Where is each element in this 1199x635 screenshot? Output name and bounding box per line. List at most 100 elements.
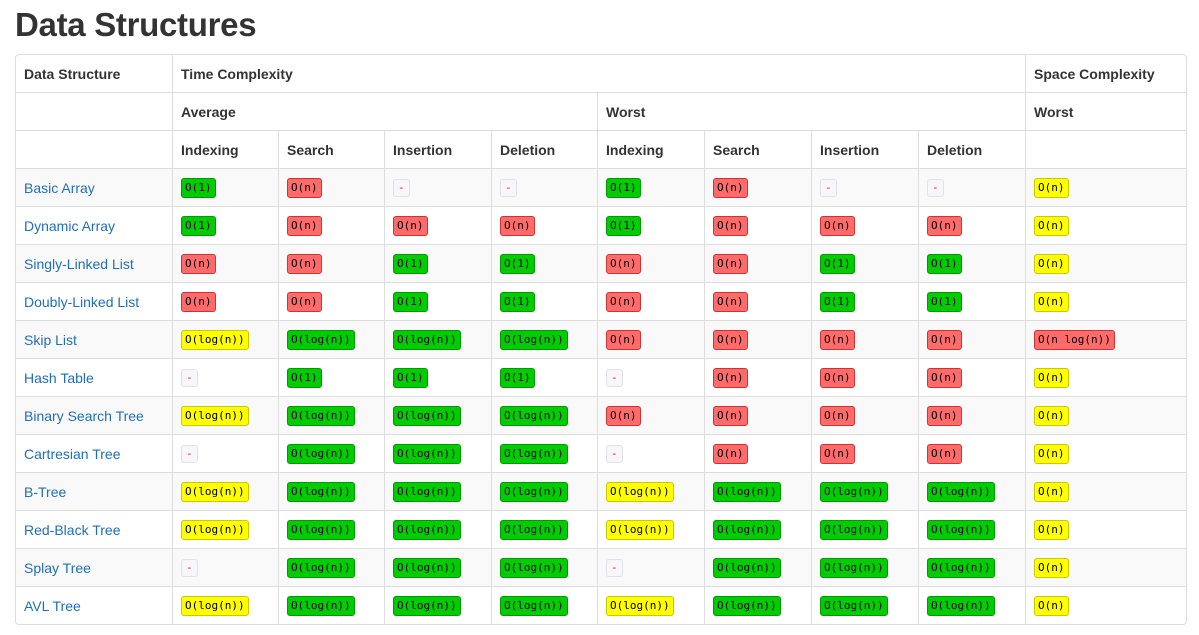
table-row: B-Tree O(log(n)) O(log(n)) O(log(n)) O(log(n… bbox=[16, 472, 1187, 510]
complexity-badge: O(n) bbox=[713, 443, 748, 464]
complexity-badge: O(log(n)) bbox=[393, 481, 461, 502]
cell-space-worst: O(n) bbox=[1025, 168, 1187, 206]
cell-space-worst: O(n) bbox=[1025, 434, 1187, 472]
complexity-badge: O(n) bbox=[1034, 367, 1069, 388]
complexity-badge: O(n) bbox=[606, 329, 641, 350]
structure-link[interactable]: Splay Tree bbox=[24, 559, 91, 576]
cell-space-worst: O(n) bbox=[1025, 206, 1187, 244]
structure-link[interactable]: Cartresian Tree bbox=[24, 445, 121, 462]
structure-name-cell: Skip List bbox=[16, 320, 172, 358]
cell-avg-insertion: O(n) bbox=[384, 206, 491, 244]
complexity-badge: O(n log(n)) bbox=[1034, 329, 1115, 350]
header-worst: Worst bbox=[597, 92, 1026, 130]
cell-avg-deletion: O(log(n)) bbox=[491, 320, 597, 358]
complexity-badge: O(log(n)) bbox=[393, 443, 461, 464]
structure-link[interactable]: Basic Array bbox=[24, 179, 95, 196]
complexity-badge: O(n) bbox=[1034, 595, 1069, 616]
table-row: Skip List O(log(n)) O(log(n)) O(log(n)) O(lo… bbox=[16, 320, 1187, 358]
structure-link[interactable]: Red-Black Tree bbox=[24, 521, 121, 538]
cell-worst-deletion: O(n) bbox=[918, 396, 1026, 434]
structure-link[interactable]: Doubly-Linked List bbox=[24, 293, 140, 310]
cell-worst-search: O(n) bbox=[704, 358, 811, 396]
header-worst-deletion: Deletion bbox=[918, 130, 1026, 168]
complexity-badge: O(n) bbox=[1034, 481, 1069, 502]
complexity-badge: O(n) bbox=[287, 253, 322, 274]
cell-worst-insertion: O(n) bbox=[811, 320, 918, 358]
structure-name-cell: AVL Tree bbox=[16, 586, 172, 624]
header-empty-cell bbox=[16, 130, 172, 168]
complexity-badge: O(1) bbox=[927, 291, 962, 312]
cell-worst-deletion: O(n) bbox=[918, 434, 1026, 472]
structure-link[interactable]: Dynamic Array bbox=[24, 217, 116, 234]
cell-avg-indexing: O(log(n)) bbox=[172, 472, 278, 510]
complexity-badge: O(log(n)) bbox=[500, 405, 568, 426]
complexity-badge: O(log(n)) bbox=[500, 557, 568, 578]
complexity-badge: O(1) bbox=[500, 253, 535, 274]
complexity-badge: O(log(n)) bbox=[287, 405, 355, 426]
complexity-badge: O(n) bbox=[1034, 177, 1069, 198]
cell-avg-search: O(n) bbox=[278, 244, 384, 282]
structure-link[interactable]: Binary Search Tree bbox=[24, 407, 144, 424]
cell-worst-indexing: O(log(n)) bbox=[597, 472, 704, 510]
cell-worst-indexing: O(n) bbox=[597, 320, 704, 358]
cell-worst-search: O(n) bbox=[704, 282, 811, 320]
structure-name-cell: B-Tree bbox=[16, 472, 172, 510]
structure-link[interactable]: AVL Tree bbox=[24, 597, 81, 614]
complexity-badge: O(n) bbox=[927, 367, 962, 388]
header-time-complexity: Time Complexity bbox=[172, 55, 1025, 92]
complexity-table: Data Structure Time Complexity Space Com… bbox=[15, 54, 1188, 625]
complexity-badge: O(n) bbox=[606, 405, 641, 426]
header-worst-search: Search bbox=[704, 130, 811, 168]
complexity-badge: O(log(n)) bbox=[181, 519, 249, 540]
cell-worst-deletion: O(n) bbox=[918, 358, 1026, 396]
complexity-badge: - bbox=[606, 559, 623, 577]
complexity-badge: O(1) bbox=[606, 215, 641, 236]
cell-avg-insertion: O(1) bbox=[384, 358, 491, 396]
cell-worst-deletion: O(n) bbox=[918, 320, 1026, 358]
complexity-badge: O(log(n)) bbox=[287, 329, 355, 350]
cell-avg-indexing: O(1) bbox=[172, 168, 278, 206]
structure-name-cell: Red-Black Tree bbox=[16, 510, 172, 548]
header-row-groups: Data Structure Time Complexity Space Com… bbox=[16, 55, 1186, 92]
complexity-badge: O(log(n)) bbox=[181, 481, 249, 502]
cell-avg-indexing: O(n) bbox=[172, 282, 278, 320]
complexity-badge: - bbox=[181, 369, 198, 387]
cell-avg-search: O(n) bbox=[278, 206, 384, 244]
cell-worst-indexing: - bbox=[597, 548, 704, 586]
complexity-badge: O(n) bbox=[1034, 405, 1069, 426]
header-worst-indexing: Indexing bbox=[597, 130, 704, 168]
complexity-badge: O(n) bbox=[713, 291, 748, 312]
cell-worst-search: O(log(n)) bbox=[704, 472, 811, 510]
header-avg-deletion: Deletion bbox=[491, 130, 597, 168]
cell-avg-insertion: O(log(n)) bbox=[384, 472, 491, 510]
structure-link[interactable]: Singly-Linked List bbox=[24, 255, 134, 272]
complexity-badge: O(n) bbox=[713, 177, 748, 198]
complexity-badge: O(log(n)) bbox=[287, 595, 355, 616]
table-row: Splay Tree - O(log(n)) O(log(n)) O(log(n)) - O… bbox=[16, 548, 1187, 586]
cell-space-worst: O(n) bbox=[1025, 358, 1187, 396]
complexity-badge: O(1) bbox=[287, 367, 322, 388]
complexity-badge: O(n) bbox=[927, 405, 962, 426]
cell-worst-deletion: O(n) bbox=[918, 206, 1026, 244]
structure-link[interactable]: Hash Table bbox=[24, 369, 94, 386]
complexity-badge: O(n) bbox=[606, 253, 641, 274]
complexity-badge: O(log(n)) bbox=[713, 595, 781, 616]
complexity-badge: O(n) bbox=[1034, 557, 1069, 578]
complexity-badge: O(log(n)) bbox=[393, 519, 461, 540]
cell-worst-deletion: - bbox=[918, 168, 1026, 206]
cell-avg-search: O(log(n)) bbox=[278, 472, 384, 510]
structure-link[interactable]: Skip List bbox=[24, 331, 77, 348]
cell-worst-search: O(n) bbox=[704, 168, 811, 206]
cell-worst-search: O(n) bbox=[704, 206, 811, 244]
complexity-badge: O(n) bbox=[1034, 443, 1069, 464]
cell-worst-deletion: O(1) bbox=[918, 244, 1026, 282]
cell-worst-insertion: - bbox=[811, 168, 918, 206]
structure-link[interactable]: B-Tree bbox=[24, 483, 67, 500]
cell-worst-deletion: O(log(n)) bbox=[918, 472, 1026, 510]
cell-avg-search: O(log(n)) bbox=[278, 434, 384, 472]
cell-worst-indexing: O(n) bbox=[597, 396, 704, 434]
complexity-badge: O(log(n)) bbox=[500, 519, 568, 540]
complexity-badge: O(log(n)) bbox=[606, 481, 674, 502]
complexity-badge: O(log(n)) bbox=[287, 443, 355, 464]
complexity-badge: - bbox=[606, 369, 623, 387]
